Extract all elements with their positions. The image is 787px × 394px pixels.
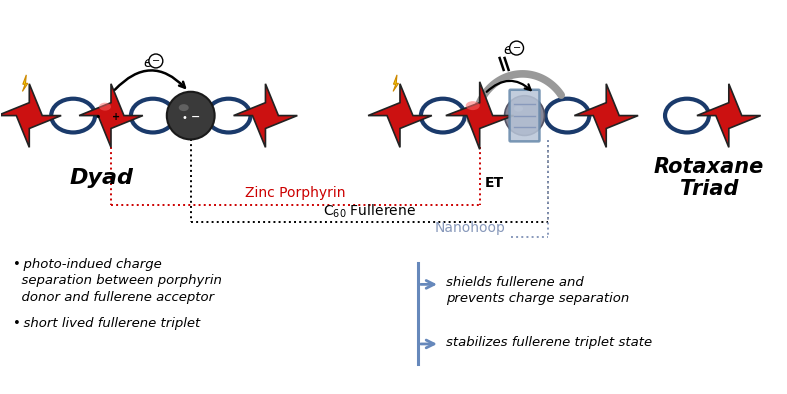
- Text: e: e: [143, 56, 152, 70]
- Text: prevents charge separation: prevents charge separation: [445, 292, 629, 305]
- Polygon shape: [234, 84, 297, 147]
- Ellipse shape: [99, 103, 111, 111]
- Polygon shape: [0, 84, 61, 147]
- Text: e: e: [504, 43, 512, 57]
- Ellipse shape: [514, 106, 523, 112]
- Text: • photo-indued charge: • photo-indued charge: [13, 258, 162, 271]
- Text: • short lived fullerene triplet: • short lived fullerene triplet: [13, 317, 201, 330]
- Text: Rotaxane
Triad: Rotaxane Triad: [654, 157, 764, 199]
- Text: Dyad: Dyad: [69, 168, 133, 188]
- Text: separation between porphyrin: separation between porphyrin: [13, 275, 222, 288]
- Circle shape: [510, 41, 523, 55]
- Text: −: −: [512, 43, 521, 53]
- Text: Zinc Porphyrin: Zinc Porphyrin: [245, 186, 345, 200]
- Polygon shape: [394, 75, 398, 91]
- Circle shape: [149, 54, 163, 68]
- Polygon shape: [23, 75, 28, 91]
- Text: +: +: [112, 112, 120, 122]
- Ellipse shape: [179, 104, 189, 111]
- Polygon shape: [697, 84, 761, 147]
- Text: shields fullerene and: shields fullerene and: [445, 277, 584, 290]
- Text: donor and fullerene acceptor: donor and fullerene acceptor: [13, 291, 215, 304]
- Text: stabilizes fullerene triplet state: stabilizes fullerene triplet state: [445, 336, 652, 349]
- Circle shape: [504, 96, 545, 136]
- Polygon shape: [368, 84, 432, 147]
- Text: −: −: [152, 56, 160, 66]
- Polygon shape: [445, 82, 514, 149]
- Text: C$_{60}$ Fullerene: C$_{60}$ Fullerene: [323, 203, 416, 220]
- Polygon shape: [575, 84, 638, 147]
- Text: Nanohoop: Nanohoop: [434, 221, 505, 235]
- FancyBboxPatch shape: [510, 90, 539, 141]
- Polygon shape: [79, 84, 143, 147]
- Text: ET: ET: [485, 176, 504, 190]
- Text: •: •: [94, 112, 102, 122]
- Text: •: •: [182, 113, 187, 123]
- Circle shape: [167, 92, 215, 139]
- Ellipse shape: [466, 101, 480, 110]
- Text: −: −: [191, 112, 201, 122]
